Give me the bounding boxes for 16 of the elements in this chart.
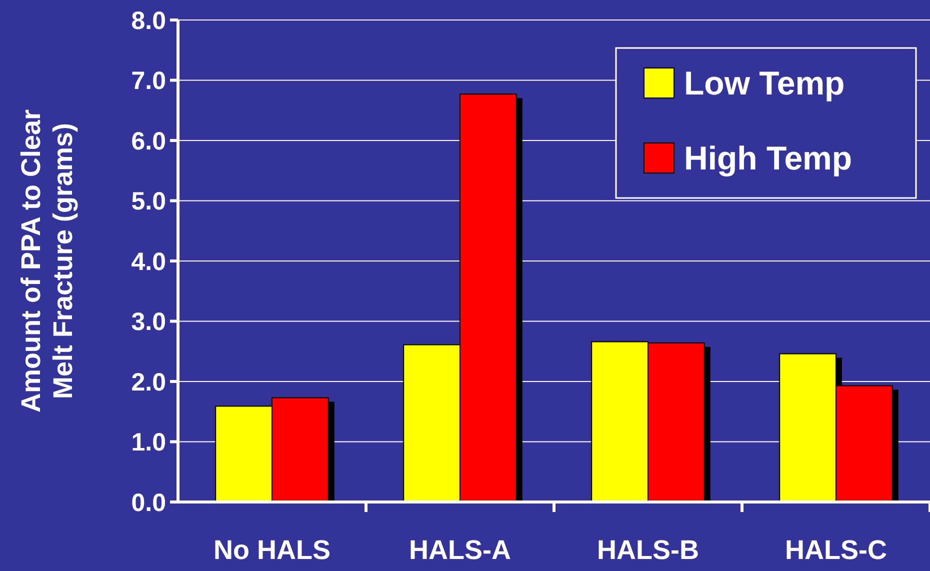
y-tick-label: 2.0 [131,368,166,396]
y-tick-label: 1.0 [131,428,166,456]
x-tick-label: HALS-C [785,535,887,565]
y-tick-label: 5.0 [131,188,166,216]
y-tick-label: 3.0 [131,308,166,336]
legend-label: Low Temp [684,64,845,102]
legend-label: High Temp [684,140,852,177]
x-tick-label: HALS-B [597,535,699,565]
y-tick-label: 6.0 [131,127,166,156]
x-tick-label: No HALS [214,535,330,565]
y-tick-label: 0.0 [131,488,166,517]
y-tick-label: 8.0 [131,6,166,35]
y-tick-label: 4.0 [131,248,166,276]
y-tick-label: 7.0 [131,67,166,95]
x-tick-label: HALS-A [409,535,511,565]
y-axis-title: Amount of PPA to Clear Melt Fracture (grams) [16,109,78,412]
